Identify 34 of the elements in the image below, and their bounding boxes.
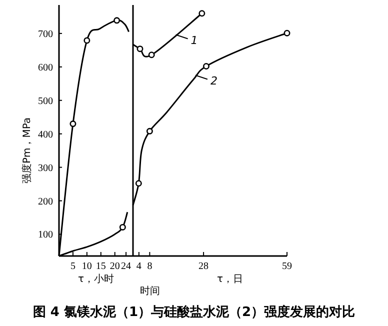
y-tick-label: 100 (38, 230, 53, 241)
annotation: 1 (190, 34, 198, 47)
point (119, 224, 126, 230)
x-tick-label: 15 (96, 261, 106, 272)
x-tick-label: 5 (70, 261, 76, 272)
y-tick-label: 700 (38, 28, 53, 40)
y-tick-label: 300 (38, 162, 53, 174)
point (70, 120, 76, 128)
x-tick-label: 24 (121, 261, 132, 272)
point (84, 37, 90, 44)
y-tick-label: 400 (38, 129, 53, 140)
point (198, 10, 206, 17)
y-tick-label: 200 (38, 196, 53, 208)
y-axis-title: 强度Pm，MPa (21, 117, 33, 184)
point (202, 62, 210, 70)
x-axis-title: τ，小时 (78, 273, 114, 285)
point (148, 52, 155, 58)
x-tick-label: 10 (82, 261, 92, 272)
point (284, 30, 290, 36)
point (135, 180, 142, 187)
annotation: 2 (210, 74, 218, 88)
x-tick-label: 4 (136, 261, 142, 272)
point (114, 17, 120, 24)
point (136, 46, 144, 52)
x-tick-label: 59 (282, 261, 292, 272)
x-tick-label: 20 (110, 261, 120, 272)
x-tick-label: 28 (198, 261, 209, 272)
x-axis-title: τ，日 (216, 274, 244, 285)
y-tick-label: 500 (38, 96, 53, 107)
caption: 图 4 氯镁水泥（1）与硅酸盐水泥（2）强度发展的对比 (32, 304, 356, 320)
y-tick-label: 600 (38, 62, 53, 74)
text: 时间 (140, 285, 160, 297)
point (146, 128, 153, 134)
x-tick-label: 8 (147, 261, 152, 272)
